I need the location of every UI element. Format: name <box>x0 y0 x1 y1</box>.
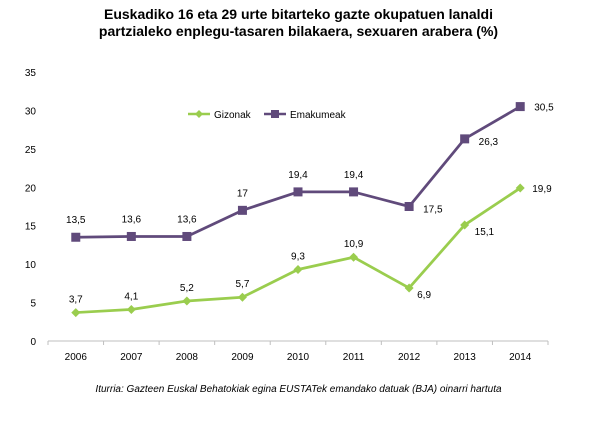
x-tick-label: 2012 <box>398 352 421 363</box>
y-tick-label: 10 <box>25 260 37 271</box>
data-label-emakumeak: 26,3 <box>479 137 499 148</box>
legend-label-gizonak: Gizonak <box>214 110 252 121</box>
data-label-emakumeak: 30,5 <box>534 103 554 114</box>
x-tick-label: 2011 <box>343 352 365 363</box>
y-tick-label: 35 <box>25 68 37 79</box>
data-point-gizonak <box>237 292 247 302</box>
data-point-emakumeak <box>182 231 192 241</box>
y-tick-label: 0 <box>30 337 36 348</box>
y-tick-label: 30 <box>25 106 37 117</box>
data-point-emakumeak <box>349 187 359 197</box>
data-point-gizonak <box>293 265 303 275</box>
data-label-gizonak: 19,9 <box>532 184 552 195</box>
y-tick-label: 15 <box>25 222 37 233</box>
legend-marker-emakumeak <box>271 110 279 118</box>
data-label-gizonak: 6,9 <box>417 290 431 301</box>
data-point-gizonak <box>515 183 525 193</box>
data-point-emakumeak <box>293 187 303 197</box>
x-tick-label: 2008 <box>176 352 199 363</box>
data-point-gizonak <box>126 304 136 314</box>
y-tick-label: 25 <box>25 145 37 156</box>
data-label-gizonak: 9,3 <box>291 252 305 263</box>
data-label-gizonak: 4,1 <box>124 291 138 302</box>
data-label-emakumeak: 19,4 <box>344 170 364 181</box>
data-point-gizonak <box>460 220 470 230</box>
y-tick-label: 20 <box>25 183 37 194</box>
data-point-gizonak <box>349 252 359 262</box>
data-label-gizonak: 15,1 <box>475 227 495 238</box>
data-point-emakumeak <box>460 134 470 144</box>
data-point-emakumeak <box>404 202 414 211</box>
chart-source-note: Iturria: Gazteen Euskal Behatokiak egina… <box>95 384 502 395</box>
legend-label-emakumeak: Emakumeak <box>290 110 347 121</box>
data-point-emakumeak <box>515 102 525 112</box>
chart-title-line-2: partzialeko enplegu-tasaren bilakaera, s… <box>98 23 499 39</box>
data-label-gizonak: 5,7 <box>235 279 249 290</box>
data-label-emakumeak: 19,4 <box>288 170 308 181</box>
data-label-gizonak: 3,7 <box>69 295 83 306</box>
y-tick-label: 5 <box>30 299 36 310</box>
x-tick-label: 2009 <box>231 352 254 363</box>
data-point-gizonak <box>404 283 414 293</box>
data-label-gizonak: 10,9 <box>344 239 364 250</box>
x-tick-label: 2010 <box>287 352 310 363</box>
chart-title: Euskadiko 16 eta 29 urte bitarteko gazte… <box>0 6 597 40</box>
x-tick-label: 2014 <box>509 352 532 363</box>
x-tick-label: 2013 <box>454 352 477 363</box>
data-point-emakumeak <box>71 232 81 242</box>
data-label-emakumeak: 17,5 <box>423 205 443 216</box>
data-point-emakumeak <box>237 205 247 215</box>
chart-title-line-1: Euskadiko 16 eta 29 urte bitarteko gazte… <box>103 6 493 22</box>
data-point-emakumeak <box>126 231 136 241</box>
data-label-emakumeak: 13,6 <box>177 214 197 225</box>
x-tick-label: 2006 <box>65 352 88 363</box>
data-label-emakumeak: 13,6 <box>122 214 142 225</box>
legend-marker-gizonak <box>195 110 203 118</box>
series-line-gizonak <box>75 186 521 314</box>
data-label-emakumeak: 17 <box>237 188 249 199</box>
x-tick-label: 2007 <box>120 352 143 363</box>
data-point-gizonak <box>71 308 81 318</box>
data-point-gizonak <box>182 296 192 306</box>
data-label-gizonak: 5,2 <box>180 283 194 294</box>
data-label-emakumeak: 13,5 <box>66 215 86 226</box>
